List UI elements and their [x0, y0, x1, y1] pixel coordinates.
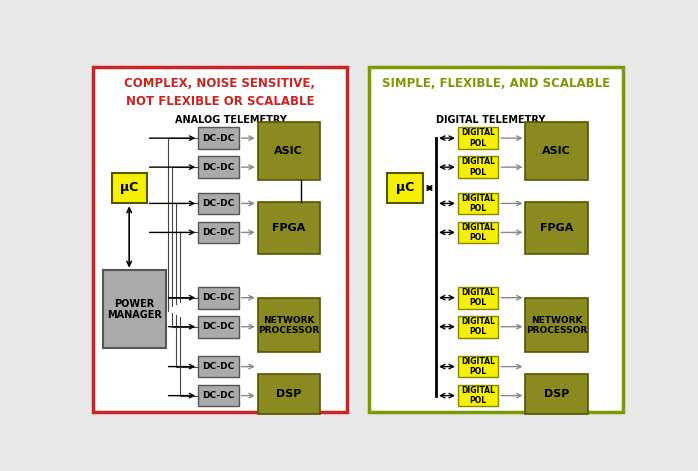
Text: NETWORK
PROCESSOR: NETWORK PROCESSOR	[258, 316, 320, 335]
Text: FPGA: FPGA	[272, 223, 306, 233]
Bar	[458, 385, 498, 406]
Text: DC-DC: DC-DC	[202, 162, 235, 171]
Text: DSP: DSP	[544, 389, 569, 399]
Text: COMPLEX, NOISE SENSITIVE,: COMPLEX, NOISE SENSITIVE,	[124, 77, 315, 90]
Bar	[258, 122, 320, 180]
Text: ANALOG TELEMETRY: ANALOG TELEMETRY	[174, 115, 287, 125]
Bar	[198, 385, 239, 406]
Text: SIMPLE, FLEXIBLE, AND SCALABLE: SIMPLE, FLEXIBLE, AND SCALABLE	[382, 77, 610, 90]
Bar	[526, 374, 588, 414]
Text: POWER
MANAGER: POWER MANAGER	[107, 299, 162, 320]
Bar	[526, 299, 588, 352]
Bar	[458, 356, 498, 377]
Text: DIGITAL
POL: DIGITAL POL	[461, 129, 495, 148]
Text: ASIC: ASIC	[542, 146, 571, 156]
Text: NETWORK
PROCESSOR: NETWORK PROCESSOR	[526, 316, 587, 335]
Text: μC: μC	[120, 181, 138, 195]
Text: DIGITAL
POL: DIGITAL POL	[461, 357, 495, 376]
Bar	[103, 270, 165, 349]
Text: DIGITAL
POL: DIGITAL POL	[461, 386, 495, 406]
Bar	[198, 221, 239, 244]
Bar	[526, 202, 588, 254]
Bar	[198, 356, 239, 377]
Bar	[458, 287, 498, 309]
Text: DIGITAL
POL: DIGITAL POL	[461, 194, 495, 213]
Bar	[112, 172, 147, 203]
Bar	[458, 193, 498, 214]
Bar	[258, 299, 320, 352]
Bar	[387, 172, 423, 203]
Text: DIGITAL
POL: DIGITAL POL	[461, 157, 495, 177]
Bar	[198, 316, 239, 338]
Bar	[526, 122, 588, 180]
Text: DC-DC: DC-DC	[202, 322, 235, 331]
Text: DC-DC: DC-DC	[202, 391, 235, 400]
Bar	[258, 374, 320, 414]
Text: DIGITAL TELEMETRY: DIGITAL TELEMETRY	[436, 115, 545, 125]
Text: DIGITAL
POL: DIGITAL POL	[461, 317, 495, 336]
Text: DC-DC: DC-DC	[202, 134, 235, 143]
Bar	[198, 127, 239, 149]
Text: DSP: DSP	[276, 389, 302, 399]
Text: μC: μC	[396, 181, 414, 195]
Text: ASIC: ASIC	[274, 146, 303, 156]
Text: DC-DC: DC-DC	[202, 199, 235, 208]
Bar	[458, 127, 498, 149]
Text: NOT FLEXIBLE OR SCALABLE: NOT FLEXIBLE OR SCALABLE	[126, 95, 314, 108]
Bar	[198, 287, 239, 309]
Bar	[258, 202, 320, 254]
Text: DIGITAL
POL: DIGITAL POL	[461, 223, 495, 242]
Text: DC-DC: DC-DC	[202, 362, 235, 371]
Text: DIGITAL
POL: DIGITAL POL	[461, 288, 495, 308]
Bar	[458, 221, 498, 244]
Bar	[198, 156, 239, 178]
Text: DC-DC: DC-DC	[202, 228, 235, 237]
Bar	[93, 67, 347, 412]
Text: FPGA: FPGA	[540, 223, 573, 233]
Bar	[198, 193, 239, 214]
Bar	[458, 316, 498, 338]
Text: DC-DC: DC-DC	[202, 293, 235, 302]
Bar	[458, 156, 498, 178]
Bar	[369, 67, 623, 412]
